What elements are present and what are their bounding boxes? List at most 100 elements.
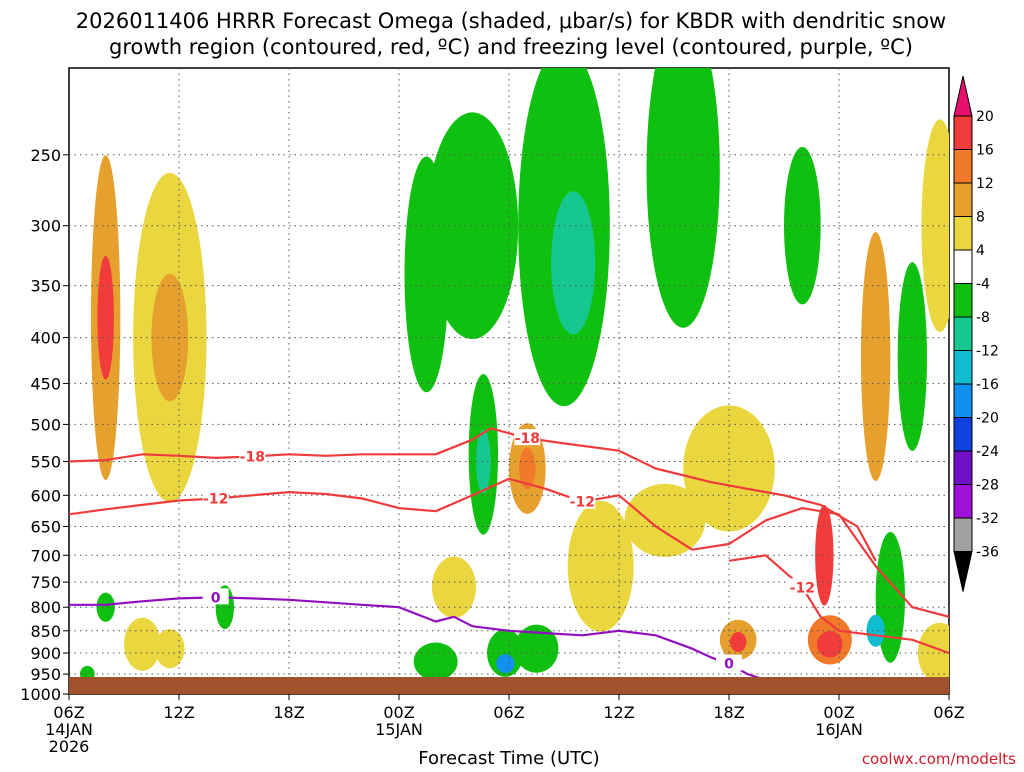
contour-label-bg	[239, 447, 266, 464]
colorbar-segment	[953, 484, 973, 519]
chart-title-line-1: 2026011406 HRRR Forecast Omega (shaded, …	[76, 9, 946, 33]
y-tick-label: 1000	[20, 685, 61, 704]
colorbar-tick-label: 20	[976, 109, 994, 125]
ground-bar	[69, 677, 949, 694]
colorbar-segment	[953, 350, 973, 385]
omega-cell	[866, 614, 885, 647]
contour-label-bg	[202, 588, 229, 605]
colorbar-tick-label: 12	[976, 176, 994, 192]
y-tick-label: 500	[30, 415, 61, 434]
colorbar-tick-label: 8	[976, 210, 985, 226]
y-tick-label: 800	[30, 598, 61, 617]
omega-cell	[784, 146, 821, 305]
contour-label-bg	[514, 429, 541, 446]
contour-lines: -18 -18 -12 -12 -12 0 0	[69, 427, 949, 694]
x-tick-label: 06Z	[53, 703, 84, 722]
colorbar-segment	[953, 383, 973, 418]
colorbar-segment	[953, 316, 973, 351]
colorbar-segment	[953, 249, 973, 284]
omega-cell	[646, 68, 720, 328]
x-tick-label: 18Z	[273, 703, 304, 722]
omega-cell	[861, 232, 891, 482]
omega-shading	[80, 68, 949, 684]
omega-cell	[567, 500, 634, 632]
colorbar-segment	[953, 149, 973, 184]
contour-label: 0	[724, 657, 734, 673]
omega-cell	[123, 617, 161, 671]
contour-label: 0	[211, 590, 221, 606]
colorbar-tick-label: -20	[976, 411, 999, 427]
omega-cell	[432, 556, 476, 619]
contour-label-bg	[202, 489, 229, 506]
omega-cell	[729, 632, 747, 653]
colorbar-tick-label: 16	[976, 143, 994, 159]
y-tick-label: 900	[30, 644, 61, 663]
contour-label-bg	[716, 654, 742, 671]
y-tick-label: 450	[30, 374, 61, 393]
omega-cell	[514, 624, 559, 673]
colorbar-segment	[953, 517, 973, 552]
x-tick-label: 00Z	[383, 703, 414, 722]
x-tick-label: 06Z	[933, 703, 964, 722]
colorbar-tick-label: -32	[976, 511, 999, 527]
colorbar-tick-label: -12	[976, 344, 999, 360]
contour-line	[69, 427, 877, 562]
credit-text: coolwx.com/modelts	[862, 750, 1016, 768]
contour-label: -12	[570, 495, 595, 511]
colorbar-segment	[953, 182, 973, 217]
contour-label: -18	[240, 449, 265, 465]
omega-cell	[683, 405, 775, 532]
colorbar-tick-label: -8	[976, 310, 990, 326]
omega-cell	[817, 631, 843, 658]
colorbar-segment	[953, 115, 973, 150]
colorbar-tick-label: -16	[976, 377, 999, 393]
colorbar-segment	[953, 216, 973, 251]
y-tick-label: 300	[30, 217, 61, 236]
y-tick-label: 400	[30, 329, 61, 348]
omega-cell	[897, 262, 927, 452]
omega-cell	[426, 112, 519, 340]
colorbar-bottom-arrow	[953, 551, 973, 592]
contour-line	[728, 554, 949, 655]
x-tick-label: 12Z	[163, 703, 194, 722]
y-tick-label: 550	[30, 452, 61, 471]
colorbar-tick-label: -36	[976, 545, 999, 561]
omega-cell	[476, 429, 491, 494]
colorbar-tick-label: -4	[976, 277, 990, 293]
omega-cell	[921, 119, 949, 332]
omega-cell	[624, 483, 706, 557]
omega-cell	[917, 622, 949, 684]
x-tick-label: 18Z	[713, 703, 744, 722]
colorbar-top-arrow	[953, 75, 973, 117]
y-tick-label: 950	[30, 665, 61, 684]
x-tick-label: 15JAN	[375, 720, 423, 739]
y-tick-label: 750	[30, 573, 61, 592]
x-tick-label: 16JAN	[815, 720, 863, 739]
contour-label: -18	[515, 431, 540, 447]
omega-cell	[96, 592, 115, 622]
colorbar: 20 16 12 8 4 -4 -8 -12 -16 -20 -24 -28 -32 -36	[953, 75, 999, 592]
y-axis-ticks: 250 300 350 400 450 500 550 600 650 700 750 800 850 9…	[20, 146, 69, 704]
colorbar-segment	[953, 450, 973, 485]
x-tick-label: 06Z	[493, 703, 524, 722]
contour-label: -12	[203, 492, 228, 508]
y-tick-label: 350	[30, 277, 61, 296]
colorbar-segment	[953, 417, 973, 452]
omega-cell	[815, 504, 834, 606]
y-tick-label: 250	[30, 146, 61, 165]
contour-label-bg	[789, 578, 816, 595]
contour-label-bg	[569, 492, 596, 509]
chart-title-line-2: growth region (contoured, red, ºC) and f…	[109, 35, 913, 59]
x-tick-label: 12Z	[603, 703, 634, 722]
y-tick-label: 650	[30, 517, 61, 536]
omega-cell	[97, 255, 114, 380]
x-axis-label: Forecast Time (UTC)	[418, 748, 599, 768]
colorbar-tick-label: -28	[976, 478, 999, 494]
colorbar-tick-label: -24	[976, 444, 999, 460]
colorbar-segment	[953, 283, 973, 318]
omega-cell	[496, 654, 515, 674]
omega-cell	[487, 629, 524, 677]
